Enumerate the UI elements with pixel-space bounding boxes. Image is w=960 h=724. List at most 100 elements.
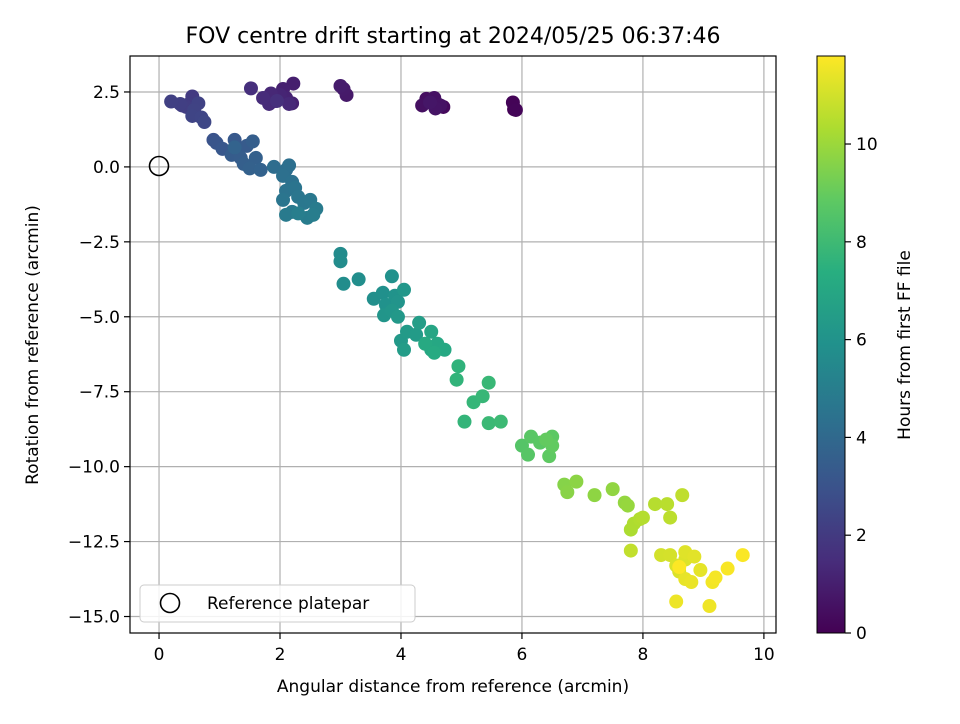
data-point <box>475 389 490 404</box>
data-point <box>286 76 301 91</box>
y-tick-label: −5.0 <box>79 308 120 328</box>
chart-title: FOV centre drift starting at 2024/05/25 … <box>186 24 721 49</box>
data-point <box>253 162 268 177</box>
data-points <box>164 76 750 614</box>
data-point <box>493 414 508 429</box>
data-point <box>306 207 321 222</box>
data-point <box>243 81 258 96</box>
data-point <box>481 375 496 390</box>
data-point <box>333 254 348 269</box>
data-point <box>660 497 675 512</box>
data-point <box>266 159 281 174</box>
data-point <box>242 161 257 176</box>
colorbar-tick-label: 4 <box>856 428 867 448</box>
y-tick-label: −15.0 <box>68 608 120 628</box>
y-axis-ticks: 2.5 0.0 −2.5 −5.0 −7.5 −10.0 −12.5 −15.0 <box>68 83 130 628</box>
data-point <box>227 140 242 155</box>
y-tick-label: 0.0 <box>93 158 120 178</box>
plot-area-frame <box>129 55 777 634</box>
data-point <box>623 543 638 558</box>
y-axis-label: Rotation from reference (arcmin) <box>23 205 43 485</box>
data-point <box>521 447 536 462</box>
data-point <box>702 599 717 614</box>
colorbar-tick-label: 0 <box>856 624 867 644</box>
data-point <box>687 549 702 564</box>
data-point <box>351 272 366 287</box>
data-point <box>481 416 496 431</box>
colorbar-label: Hours from first FF file <box>895 250 915 440</box>
data-point <box>375 285 390 300</box>
data-point <box>449 372 464 387</box>
data-point <box>605 482 620 497</box>
y-tick-label: 2.5 <box>93 83 120 103</box>
data-point <box>412 315 427 330</box>
legend-reference-marker <box>159 592 181 614</box>
legend-box <box>139 584 416 623</box>
data-point <box>427 345 442 360</box>
data-point <box>663 548 678 563</box>
data-point <box>648 497 663 512</box>
colorbar-tick-label: 2 <box>856 526 867 546</box>
data-point <box>539 432 554 447</box>
data-point <box>508 102 523 117</box>
y-tick-label: −10.0 <box>68 458 120 478</box>
reference-marker <box>148 155 170 177</box>
data-point <box>418 336 433 351</box>
data-point <box>256 90 271 105</box>
data-point <box>720 561 735 576</box>
data-point <box>560 485 575 500</box>
colorbar-tick-label: 10 <box>856 135 878 155</box>
data-point <box>457 414 472 429</box>
data-point <box>197 114 212 129</box>
data-point <box>276 192 291 207</box>
x-tick-label: 2 <box>275 645 286 665</box>
data-point <box>409 327 424 342</box>
data-point <box>675 488 690 503</box>
data-point <box>635 510 650 525</box>
data-point <box>282 158 297 173</box>
data-point <box>164 94 179 109</box>
data-point <box>282 96 297 111</box>
x-axis-ticks: 0 2 4 6 8 10 <box>154 633 775 665</box>
data-point <box>423 95 438 110</box>
data-point <box>587 488 602 503</box>
data-point <box>672 560 687 575</box>
data-point <box>397 342 412 357</box>
x-tick-label: 8 <box>638 645 649 665</box>
grid-lines <box>130 56 776 633</box>
data-point <box>451 359 466 374</box>
colorbar-ticks: 0 2 4 6 8 10 <box>845 135 878 644</box>
y-tick-label: −2.5 <box>79 233 120 253</box>
data-point <box>333 78 348 93</box>
colorbar-tick-label: 8 <box>856 233 867 253</box>
data-point <box>384 269 399 284</box>
data-point <box>336 276 351 291</box>
legend: Reference platepar <box>139 584 416 623</box>
y-tick-label: −12.5 <box>68 533 120 553</box>
data-point <box>620 498 635 513</box>
data-point <box>684 575 699 590</box>
legend-reference-label: Reference platepar <box>207 594 369 614</box>
data-point <box>424 324 439 339</box>
data-point <box>397 282 412 297</box>
data-point <box>291 206 306 221</box>
data-point <box>390 309 405 324</box>
x-tick-label: 10 <box>753 645 775 665</box>
data-point <box>669 594 684 609</box>
data-point <box>269 93 284 108</box>
data-point <box>663 510 678 525</box>
x-tick-label: 4 <box>396 645 407 665</box>
colorbar-tick-label: 6 <box>856 331 867 351</box>
data-point <box>735 548 750 563</box>
data-point <box>693 563 708 578</box>
data-point <box>248 150 263 165</box>
data-point <box>245 134 260 149</box>
y-tick-label: −7.5 <box>79 383 120 403</box>
data-point <box>569 474 584 489</box>
colorbar: 0 2 4 6 8 10 Hours from first FF file <box>816 55 915 644</box>
colorbar-gradient <box>816 55 846 634</box>
x-tick-label: 6 <box>517 645 528 665</box>
x-tick-label: 0 <box>154 645 165 665</box>
x-axis-label: Angular distance from reference (arcmin) <box>277 677 629 697</box>
